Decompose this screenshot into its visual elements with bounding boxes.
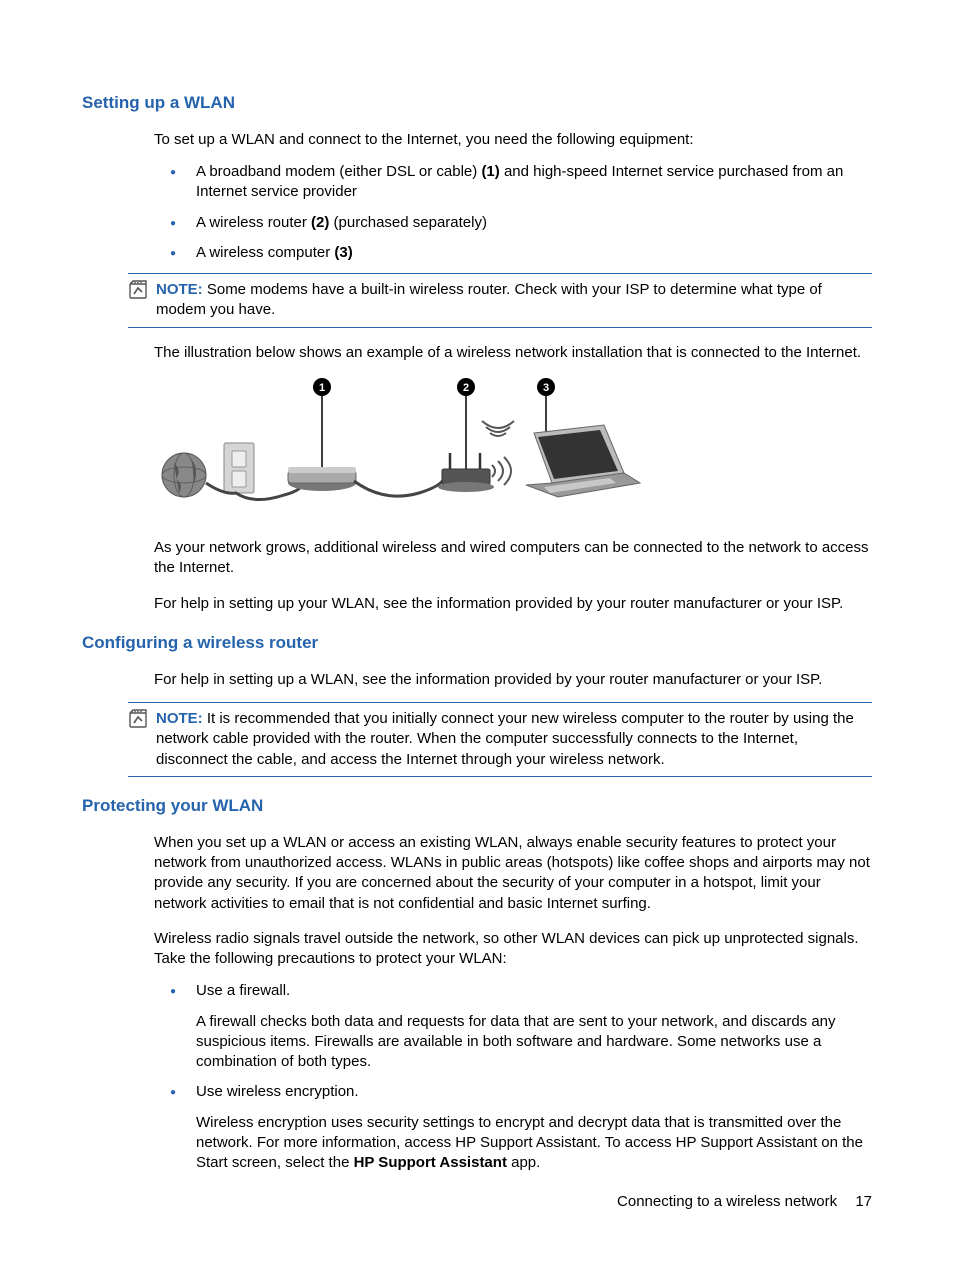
list-item: Use a firewall. A firewall checks both d… <box>154 981 872 1072</box>
note-label: NOTE: <box>156 281 203 298</box>
list-item-title: Use a firewall. <box>196 982 290 999</box>
note-box: NOTE: Some modems have a built-in wirele… <box>128 273 872 328</box>
page-number: 17 <box>855 1193 872 1210</box>
list-item-body: Wireless encryption uses security settin… <box>196 1113 872 1174</box>
list-item-body: A firewall checks both data and requests… <box>196 1012 872 1073</box>
list-text-pre: A broadband modem (either DSL or cable) <box>196 163 481 180</box>
document-page: Setting up a WLAN To set up a WLAN and c… <box>0 0 954 1270</box>
heading-setting-up-wlan: Setting up a WLAN <box>82 92 872 115</box>
list-text-bold: (1) <box>481 163 499 180</box>
heading-protecting-wlan: Protecting your WLAN <box>82 795 872 818</box>
list-text-bold: (2) <box>311 214 329 231</box>
paragraph: As your network grows, additional wirele… <box>154 538 872 579</box>
list-text-pre: A wireless router <box>196 214 311 231</box>
page-footer: Connecting to a wireless network 17 <box>617 1192 872 1212</box>
footer-section-title: Connecting to a wireless network <box>617 1193 837 1210</box>
paragraph: Wireless radio signals travel outside th… <box>154 929 872 970</box>
heading-configuring-router: Configuring a wireless router <box>82 632 872 655</box>
note-icon <box>128 280 150 300</box>
note-box: NOTE: It is recommended that you initial… <box>128 702 872 777</box>
callout-2: 2 <box>463 382 469 394</box>
list-item-title: Use wireless encryption. <box>196 1083 359 1100</box>
paragraph: For help in setting up your WLAN, see th… <box>154 594 872 614</box>
body-post: app. <box>507 1154 540 1171</box>
intro-paragraph: To set up a WLAN and connect to the Inte… <box>154 130 872 150</box>
note-label: NOTE: <box>156 710 203 727</box>
list-text-post: (purchased separately) <box>329 214 487 231</box>
callout-1: 1 <box>319 382 325 394</box>
note-text-body: It is recommended that you initially con… <box>156 710 854 768</box>
precautions-list: Use a firewall. A firewall checks both d… <box>154 981 872 1173</box>
illustration-intro: The illustration below shows an example … <box>154 343 872 363</box>
list-item: Use wireless encryption. Wireless encryp… <box>154 1082 872 1173</box>
list-item: A wireless router (2) (purchased separat… <box>154 213 872 233</box>
note-icon <box>128 709 150 729</box>
list-text-pre: A wireless computer <box>196 244 334 261</box>
list-item: A wireless computer (3) <box>154 243 872 263</box>
body-bold: HP Support Assistant <box>354 1154 507 1171</box>
network-diagram: 1 2 3 <box>154 375 872 523</box>
paragraph: When you set up a WLAN or access an exis… <box>154 833 872 914</box>
list-item: A broadband modem (either DSL or cable) … <box>154 162 872 203</box>
list-text-bold: (3) <box>334 244 352 261</box>
equipment-list: A broadband modem (either DSL or cable) … <box>154 162 872 263</box>
paragraph: For help in setting up a WLAN, see the i… <box>154 670 872 690</box>
note-text-body: Some modems have a built-in wireless rou… <box>156 281 822 318</box>
callout-3: 3 <box>543 382 549 394</box>
